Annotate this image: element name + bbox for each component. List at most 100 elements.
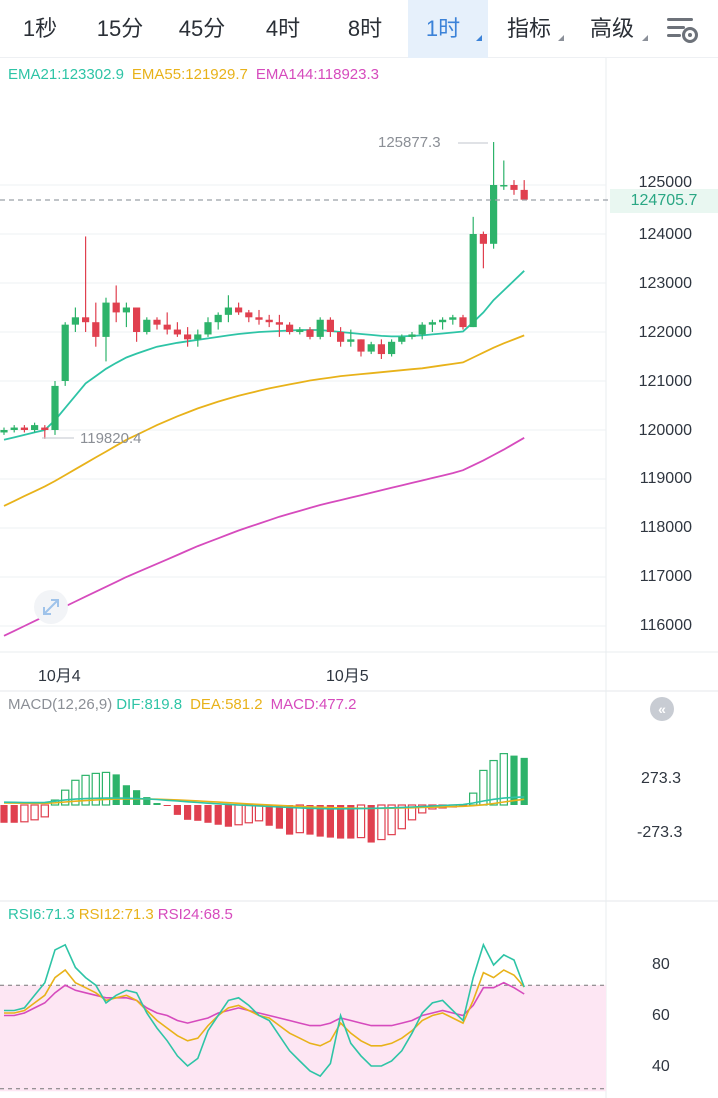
candle-body (418, 324, 426, 335)
timeframe-15m[interactable]: 15分 (96, 16, 144, 41)
advanced-label: 高级 (589, 16, 634, 41)
candle-body (500, 185, 508, 187)
macd-bar (133, 790, 141, 805)
rsi-axis-label: 80 (652, 956, 670, 973)
current-price-tag: 124705.7 (610, 189, 718, 213)
macd-bar (122, 785, 130, 805)
candle-body (143, 319, 151, 332)
candle-body (296, 329, 304, 332)
candle-body (153, 319, 161, 325)
timeframe-1s[interactable]: 1秒 (22, 16, 58, 41)
candle-body (347, 339, 355, 342)
macd-bar (407, 804, 417, 821)
candle-body (0, 430, 8, 433)
rsi-legend: RSI6:71.3 RSI12:71.3 RSI24:68.5 (8, 906, 241, 923)
rsi24-line (4, 981, 525, 1027)
ema144-label: EMA144:118923.3 (255, 66, 379, 83)
timeframe-bar: 1秒 15分 45分 4时 8时 1时 指标 高级 (0, 0, 718, 58)
candle-body (408, 334, 416, 337)
candle-body (163, 324, 171, 330)
ema21-label: EMA21:123302.9 (8, 66, 124, 83)
candle-body (316, 319, 324, 337)
timeframe-4h[interactable]: 4时 (265, 16, 301, 41)
candle-body (41, 427, 49, 430)
macd-value-label: MACD:477.2 (270, 696, 357, 713)
ema55-label: EMA55:121929.7 (131, 66, 248, 83)
expand-icon[interactable] (34, 590, 68, 624)
candle-body (490, 185, 498, 244)
rsi12-label: RSI12:71.3 (78, 906, 154, 923)
candle-body (102, 302, 110, 337)
indicators-menu[interactable]: 指标 (500, 0, 570, 58)
candle-body (133, 307, 141, 332)
timeframe-45m[interactable]: 45分 (178, 16, 226, 41)
candle-body (326, 319, 334, 332)
candle-body (388, 341, 396, 355)
price-axis-label: 119000 (639, 470, 692, 487)
timeframe-8h[interactable]: 8时 (347, 16, 383, 41)
candle-body (235, 307, 243, 313)
macd-bar (112, 774, 120, 805)
dif-label: DIF:819.8 (116, 696, 183, 713)
candle-body (51, 385, 59, 430)
macd-bar (397, 804, 407, 830)
macd-bar (356, 804, 366, 839)
rsi12-line (4, 968, 525, 1047)
date-label: 10月4 (38, 668, 81, 685)
candle-body (61, 324, 69, 381)
candle-body (510, 185, 518, 190)
macd-title: MACD(12,26,9) (8, 696, 113, 713)
macd-bar (0, 805, 8, 823)
candle-body (479, 234, 487, 244)
macd-bar (520, 757, 528, 805)
timeframe-1h[interactable]: 1时 (408, 0, 488, 58)
dropdown-triangle-icon (476, 35, 482, 41)
price-axis-label: 125000 (638, 174, 692, 191)
macd-bar (101, 771, 111, 806)
macd-bar (234, 804, 243, 826)
candle-body (173, 329, 181, 335)
macd-axis-label: -273.3 (637, 824, 683, 841)
date-label: 10月5 (326, 668, 369, 685)
collapse-panel-icon[interactable]: « (650, 697, 674, 721)
indicators-label: 指标 (506, 16, 551, 41)
ema21-line (3, 270, 525, 441)
chart-settings-icon[interactable] (664, 13, 700, 47)
macd-bar (184, 805, 192, 820)
candle-body (255, 317, 263, 320)
macd-bar (143, 797, 151, 805)
price-axis-label: 124000 (638, 226, 692, 243)
candle-body (306, 329, 314, 337)
candle-body (20, 427, 28, 430)
candle-body (245, 312, 253, 318)
macd-bar (499, 753, 509, 806)
advanced-menu[interactable]: 高级 (582, 0, 654, 58)
rsi-band (0, 985, 606, 1092)
candle-body (92, 322, 100, 337)
candle-body (82, 317, 90, 323)
macd-bar (316, 805, 324, 837)
ema-legend: EMA21:123302.9 EMA55:121929.7 EMA144:11892… (8, 66, 387, 83)
candle-body (357, 339, 365, 352)
ema144-line (3, 437, 525, 637)
low-price-annotation: 119820.4 (80, 430, 142, 447)
macd-bar (214, 805, 222, 825)
price-axis-label: 120000 (638, 422, 692, 439)
candle-body (337, 332, 345, 342)
macd-bar (326, 805, 334, 838)
macd-bar (224, 805, 232, 827)
candle-body (439, 319, 447, 323)
candle-body (194, 334, 202, 340)
macd-bar (377, 804, 386, 841)
macd-bar (347, 805, 355, 839)
price-axis-label: 118000 (639, 519, 692, 536)
macd-bar (254, 804, 264, 822)
macd-bar (163, 805, 171, 806)
macd-bar (20, 804, 29, 823)
candle-body (184, 334, 192, 340)
candle-body (214, 314, 222, 323)
macd-bar (30, 804, 39, 821)
macd-legend: MACD(12,26,9) DIF:819.8 DEA:581.2 MACD:477.… (8, 696, 365, 713)
rsi-axis-label: 40 (652, 1058, 670, 1075)
